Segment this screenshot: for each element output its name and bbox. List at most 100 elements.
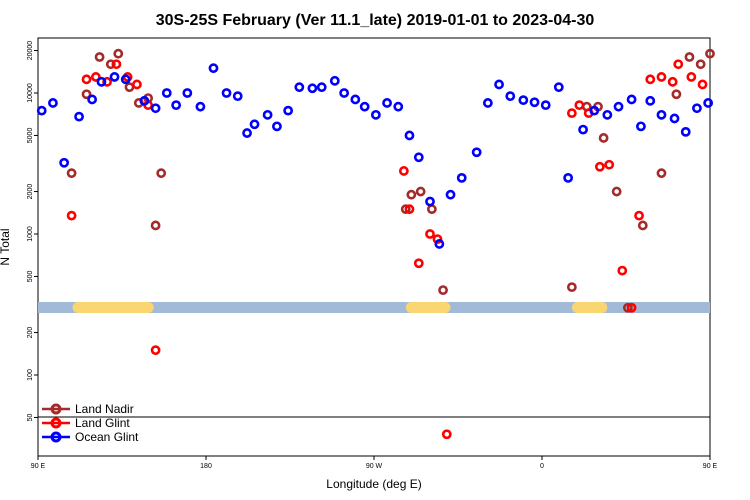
point-ocean-glint	[48, 98, 58, 108]
y-tick-label: 50	[27, 413, 34, 421]
point-ocean-glint	[36, 105, 47, 116]
point-ocean-glint	[329, 75, 340, 86]
point-land-glint	[673, 59, 684, 70]
x-tick-label: 90 W	[366, 463, 383, 470]
point-ocean-glint	[382, 98, 392, 108]
point-ocean-glint	[703, 98, 714, 108]
point-ocean-glint	[456, 172, 467, 183]
land-segment-0	[72, 302, 154, 313]
point-land-nadir	[705, 48, 715, 59]
point-ocean-glint	[182, 88, 193, 98]
point-ocean-glint	[669, 113, 680, 124]
point-land-glint	[404, 204, 415, 215]
point-ocean-glint	[221, 88, 232, 98]
point-ocean-glint	[283, 105, 294, 116]
point-ocean-glint	[359, 101, 370, 112]
point-ocean-glint	[96, 76, 107, 87]
point-land-nadir	[150, 220, 161, 231]
point-land-glint	[432, 234, 443, 245]
point-land-nadir	[637, 220, 648, 231]
point-ocean-glint	[171, 100, 182, 111]
point-land-glint	[413, 258, 424, 269]
point-ocean-glint	[339, 88, 350, 98]
point-land-glint	[132, 79, 142, 90]
chart-title: 30S-25S February (Ver 11.1_late) 2019-01…	[156, 12, 595, 29]
x-axis-ticks: 90 E 180 90 W 0 90 E	[31, 456, 718, 470]
point-ocean-glint	[578, 124, 588, 135]
point-ocean-glint	[161, 88, 172, 98]
point-land-glint	[574, 100, 585, 111]
legend-label-land-nadir: Land Nadir	[75, 402, 134, 416]
point-land-nadir	[611, 186, 622, 197]
point-land-glint	[617, 265, 628, 276]
point-ocean-glint	[692, 103, 702, 114]
point-ocean-glint	[434, 239, 445, 249]
point-ocean-glint	[307, 83, 318, 94]
point-ocean-glint	[59, 157, 70, 168]
point-land-nadir	[156, 168, 167, 179]
point-ocean-glint	[494, 79, 504, 90]
y-tick-label: 20000	[27, 41, 34, 61]
plot-frame	[37, 37, 711, 457]
point-ocean-glint	[613, 101, 624, 112]
point-ocean-glint	[232, 91, 243, 102]
point-land-nadir	[566, 282, 577, 293]
point-ocean-glint	[87, 94, 98, 105]
point-ocean-glint	[518, 95, 529, 106]
land-segment-1	[405, 302, 451, 313]
point-land-nadir	[415, 186, 426, 197]
point-land-nadir	[81, 89, 92, 100]
legend-marker-ocean-glint	[50, 431, 62, 443]
legend-entry-ocean-glint: Ocean Glint	[42, 430, 139, 444]
x-tick-label: 90 E	[703, 463, 718, 470]
point-ocean-glint	[645, 95, 656, 106]
legend-marker-land-glint	[50, 417, 62, 429]
y-tick-label: 200	[27, 327, 34, 339]
point-ocean-glint	[553, 82, 564, 93]
point-ocean-glint	[602, 109, 613, 120]
point-land-glint	[594, 161, 605, 172]
point-ocean-glint	[74, 111, 84, 122]
point-ocean-glint	[540, 100, 551, 111]
point-ocean-glint	[589, 105, 600, 116]
point-ocean-glint	[262, 109, 273, 120]
point-land-glint	[626, 302, 637, 313]
point-land-glint	[150, 345, 161, 356]
point-land-nadir	[66, 168, 77, 179]
point-ocean-glint	[529, 97, 540, 108]
y-axis-ticks: 50 100 200 500 1000 2000 5000 10000 20000	[27, 41, 38, 421]
point-land-nadir	[598, 133, 609, 143]
point-land-glint	[66, 210, 77, 221]
y-tick-label: 100	[27, 369, 34, 381]
point-ocean-glint	[505, 91, 516, 102]
point-ocean-glint	[482, 98, 493, 108]
legend-label-ocean-glint: Ocean Glint	[75, 430, 139, 444]
legend-entry-land-nadir: Land Nadir	[42, 402, 134, 416]
point-land-glint	[604, 159, 615, 170]
point-land-glint	[425, 229, 435, 239]
point-land-nadir	[695, 59, 706, 70]
y-tick-label: 500	[27, 271, 34, 283]
x-axis-label: Longitude (deg E)	[326, 477, 421, 491]
point-land-nadir	[656, 168, 667, 179]
point-land-glint	[667, 76, 678, 87]
point-ocean-glint	[272, 121, 282, 132]
point-ocean-glint	[636, 121, 646, 132]
point-ocean-glint	[445, 189, 456, 200]
point-ocean-glint	[294, 82, 305, 93]
point-land-glint	[398, 166, 409, 176]
point-land-nadir	[113, 48, 124, 59]
point-ocean-glint	[404, 130, 415, 141]
point-land-glint	[697, 79, 708, 90]
data-points	[36, 48, 715, 440]
y-tick-label: 5000	[27, 128, 34, 144]
point-ocean-glint	[413, 152, 424, 163]
point-ocean-glint	[563, 172, 574, 183]
point-ocean-glint	[370, 109, 381, 120]
legend-label-land-glint: Land Glint	[75, 416, 130, 430]
point-land-glint	[81, 74, 92, 85]
point-ocean-glint	[120, 74, 131, 85]
point-land-nadir	[622, 302, 633, 313]
point-ocean-glint	[393, 101, 404, 112]
